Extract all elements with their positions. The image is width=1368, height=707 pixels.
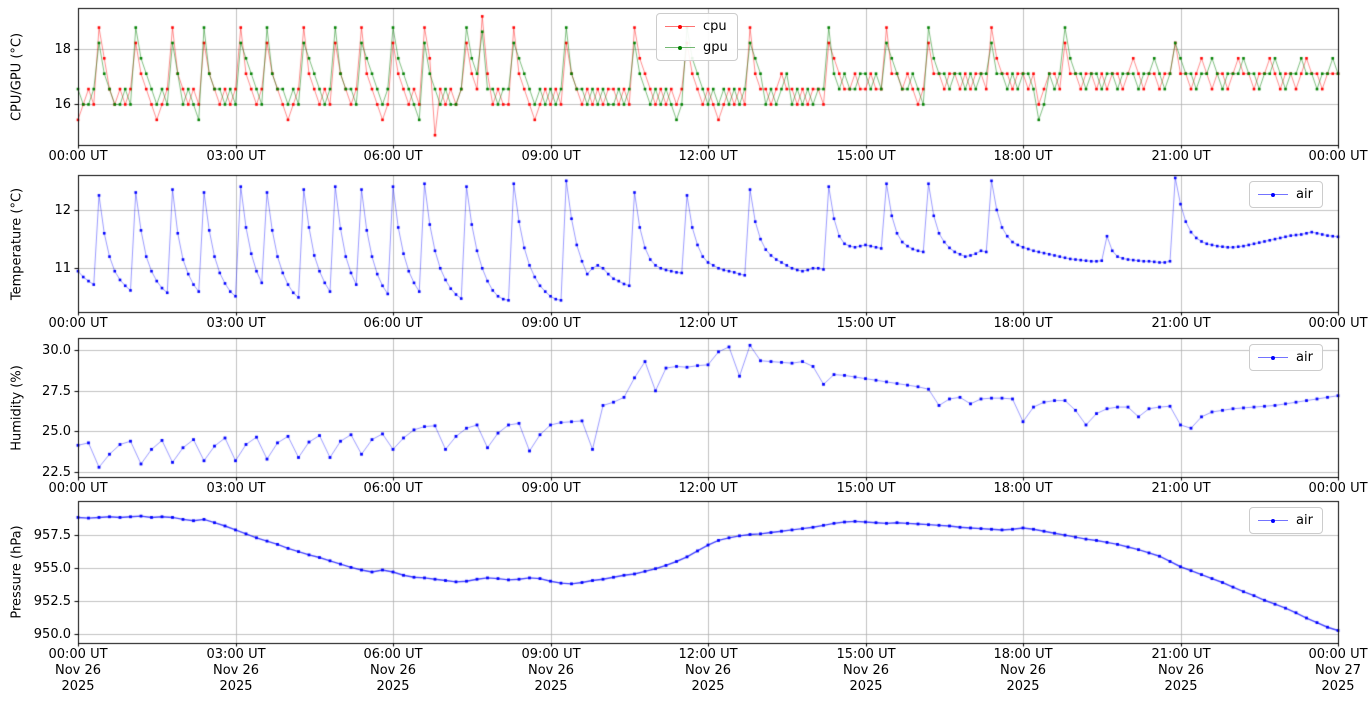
- y-tick-label: 957.5: [33, 528, 71, 543]
- legend-entry-air: air: [1258, 185, 1313, 204]
- x-tick-label: 21:00 UT: [1151, 316, 1211, 331]
- x-tick-label: 18:00 UT: [993, 481, 1053, 496]
- x-tick-label: 03:00 UT: [206, 481, 266, 496]
- x-tick-label: 21:00 UT: [1151, 481, 1211, 496]
- x-tick-label: 00:00 UT: [48, 316, 108, 331]
- y-tick-label: 11: [54, 261, 71, 276]
- x-tick-label: 12:00 UT: [678, 481, 738, 496]
- x-tick-label: 21:00 UT: [1151, 149, 1211, 164]
- x-tick-label: 00:00 UT: [48, 149, 108, 164]
- legend: air: [1249, 507, 1323, 534]
- x-tick-label: 09:00 UT: [521, 481, 581, 496]
- x-tick-label: 18:00 UT: [993, 149, 1053, 164]
- x-tick-label: 09:00 UT: [521, 149, 581, 164]
- ylabel-pressure-hpa: Pressure (hPa): [9, 525, 25, 619]
- legend-line-marker-air-icon: [1258, 355, 1288, 360]
- y-tick-label: 955.0: [33, 561, 71, 576]
- x-tick-label: 09:00 UT Nov 26 2025: [521, 647, 581, 694]
- legend-label-gpu: gpu: [703, 40, 728, 55]
- x-tick-label: 03:00 UT: [206, 316, 266, 331]
- x-tick-label: 09:00 UT: [521, 316, 581, 331]
- y-tick-label: 30.0: [42, 343, 71, 358]
- x-tick-label: 06:00 UT Nov 26 2025: [363, 647, 423, 694]
- legend-label-air: air: [1296, 513, 1313, 528]
- legend: cpu gpu: [656, 13, 738, 61]
- ylabel-humidity: Humidity (%): [9, 364, 25, 451]
- legend-line-marker-air-icon: [1258, 192, 1288, 197]
- x-tick-label: 00:00 UT Nov 26 2025: [48, 647, 108, 694]
- x-tick-label: 06:00 UT: [363, 316, 423, 331]
- legend-line-marker-cpu-icon: [665, 24, 695, 29]
- x-tick-label: 15:00 UT: [836, 481, 896, 496]
- legend-entry-cpu: cpu: [665, 17, 728, 36]
- y-tick-label: 25.0: [42, 424, 71, 439]
- legend-entry-gpu: gpu: [665, 38, 728, 57]
- legend-label-air: air: [1296, 187, 1313, 202]
- x-tick-label: 00:00 UT Nov 27 2025: [1308, 647, 1368, 694]
- x-tick-label: 18:00 UT: [993, 316, 1053, 331]
- x-tick-label: 18:00 UT Nov 26 2025: [993, 647, 1053, 694]
- legend-label-air: air: [1296, 350, 1313, 365]
- y-tick-label: 27.5: [42, 384, 71, 399]
- y-tick-label: 12: [54, 203, 71, 218]
- x-tick-label: 03:00 UT: [206, 149, 266, 164]
- x-tick-label: 00:00 UT: [1308, 316, 1368, 331]
- x-tick-label: 00:00 UT: [1308, 149, 1368, 164]
- x-tick-label: 15:00 UT Nov 26 2025: [836, 647, 896, 694]
- x-tick-label: 00:00 UT: [1308, 481, 1368, 496]
- x-tick-label: 21:00 UT Nov 26 2025: [1151, 647, 1211, 694]
- y-tick-label: 950.0: [33, 627, 71, 642]
- ylabel-temperature-c: Temperature (°C): [9, 187, 25, 300]
- legend-entry-air: air: [1258, 348, 1313, 367]
- y-tick-label: 22.5: [42, 465, 71, 480]
- x-tick-label: 15:00 UT: [836, 149, 896, 164]
- x-tick-label: 12:00 UT Nov 26 2025: [678, 647, 738, 694]
- x-tick-label: 12:00 UT: [678, 316, 738, 331]
- x-tick-label: 06:00 UT: [363, 149, 423, 164]
- x-tick-label: 12:00 UT: [678, 149, 738, 164]
- y-tick-label: 16: [54, 97, 71, 112]
- legend-entry-air: air: [1258, 511, 1313, 530]
- ylabel-cpu-gpu-c: CPU/GPU (°C): [9, 32, 25, 121]
- x-tick-label: 00:00 UT: [48, 481, 108, 496]
- x-tick-label: 03:00 UT Nov 26 2025: [206, 647, 266, 694]
- y-tick-label: 18: [54, 42, 71, 57]
- legend-label-cpu: cpu: [703, 19, 727, 34]
- legend: air: [1249, 181, 1323, 208]
- x-tick-label: 06:00 UT: [363, 481, 423, 496]
- legend: air: [1249, 344, 1323, 371]
- y-tick-label: 952.5: [33, 594, 71, 609]
- x-tick-label: 15:00 UT: [836, 316, 896, 331]
- legend-line-marker-air-icon: [1258, 518, 1288, 523]
- legend-line-marker-gpu-icon: [665, 45, 695, 50]
